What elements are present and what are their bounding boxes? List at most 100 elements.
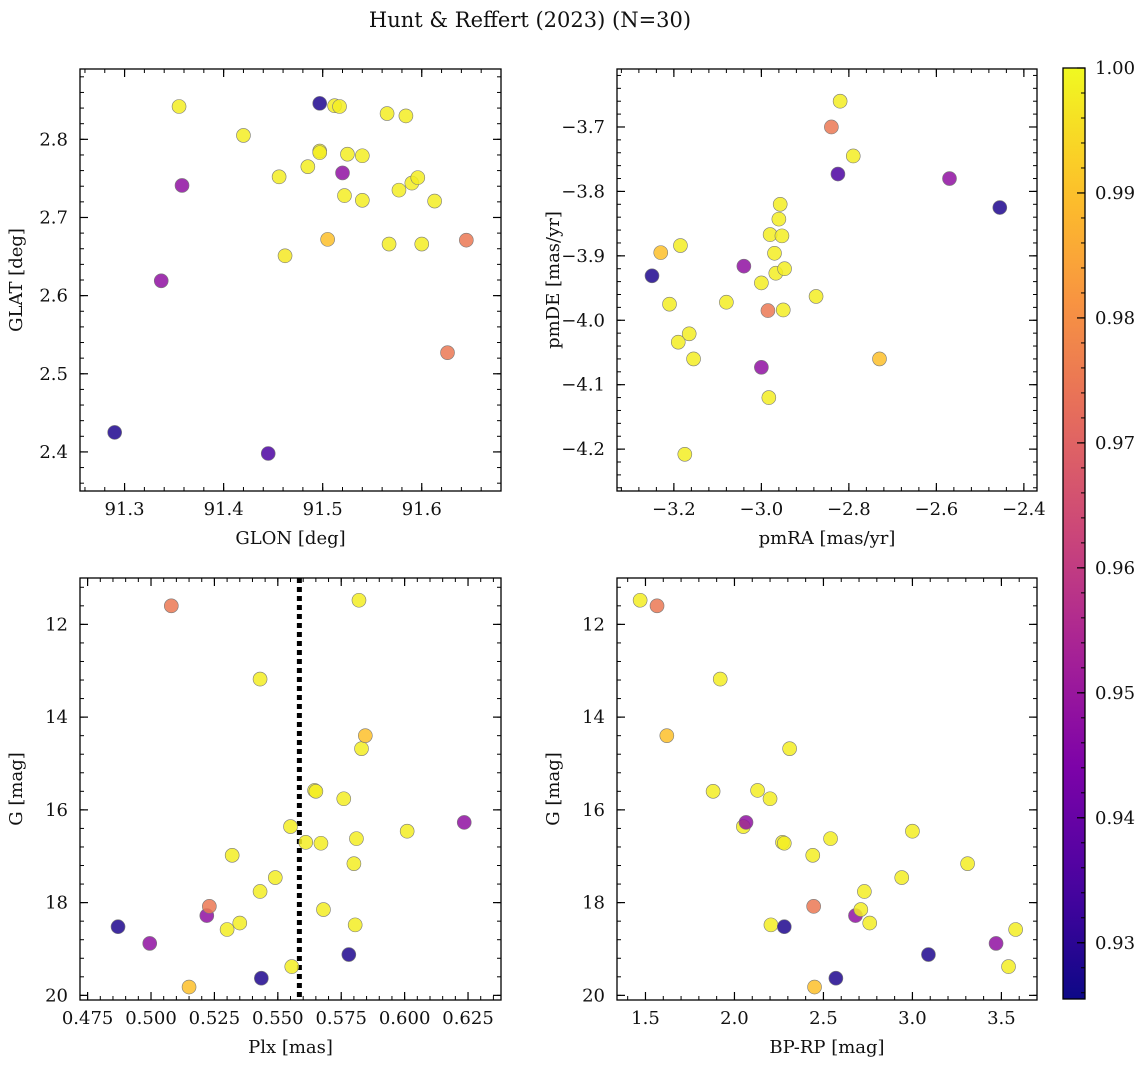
x-tick-label: −3.0 [740, 499, 784, 520]
scatter-point [332, 99, 347, 114]
scatter-point [659, 728, 675, 743]
x-axis-label: BP-RP [mag] [769, 1037, 884, 1058]
x-tick-label: 0.575 [315, 1008, 367, 1029]
scatter-point [252, 884, 268, 899]
scatter-point [414, 236, 430, 252]
scatter-point [738, 815, 754, 830]
scatter-point [337, 188, 352, 203]
scatter-point [335, 165, 350, 181]
x-tick-label: 3.0 [898, 1008, 927, 1029]
scatter-point [776, 919, 792, 935]
y-tick-label: −4.0 [561, 310, 605, 331]
x-tick-label: 0.550 [252, 1008, 304, 1029]
axes-frame [616, 68, 1038, 492]
scatter-point [254, 970, 269, 986]
scatter-point [762, 791, 778, 807]
scatter-point [771, 211, 787, 227]
scatter-point [336, 791, 352, 807]
y-tick-label: 16 [582, 800, 605, 821]
scatter-point [988, 936, 1004, 951]
scatter-point [808, 289, 824, 304]
scatter-point [391, 182, 407, 198]
scatter-point [872, 351, 887, 367]
scatter-point [110, 919, 126, 935]
x-tick-label: 0.600 [379, 1008, 431, 1029]
y-tick-label: 14 [582, 707, 605, 728]
x-axis-label: pmRA [mas/yr] [759, 528, 896, 549]
x-tick-label: 1.5 [631, 1008, 660, 1029]
scatter-point [823, 831, 838, 846]
panel-plx-g: 0.475 0.500 0.525 0.550 0.575 0.600 0.625 12 14 1… [6, 577, 502, 1058]
scatter-point [653, 245, 669, 260]
scatter-point [824, 119, 839, 135]
x-tick-label: 0.500 [125, 1008, 177, 1029]
y-tick-label: 18 [45, 893, 68, 914]
figure-title: Hunt & Reffert (2023) (N=30) [369, 8, 691, 32]
scatter-point [399, 823, 415, 839]
scatter-point [921, 947, 936, 962]
scatter-point [271, 169, 287, 185]
scatter-point [681, 326, 697, 342]
scatter-point [828, 970, 844, 986]
scatter-point [181, 979, 197, 995]
scatter-point [308, 784, 324, 799]
scatter-point [459, 232, 474, 248]
scatter-point [1001, 959, 1016, 974]
colorbar-tick-label: 0.98 [1095, 308, 1135, 329]
scatter-point [354, 741, 369, 756]
scatter-point [894, 870, 910, 885]
scatter-point [298, 835, 314, 850]
scatter-point [942, 171, 957, 186]
y-tick-label: 20 [45, 985, 68, 1006]
scatter-point [754, 275, 769, 291]
axes-frame [79, 68, 502, 492]
scatter-point [355, 148, 370, 164]
scatter-point [202, 899, 217, 914]
scatter-point [776, 835, 792, 851]
scatter-point [340, 146, 355, 162]
y-tick-label: 2.6 [39, 286, 68, 307]
y-axis-label: pmDE [mas/yr] [543, 211, 564, 349]
x-tick-label: 3.5 [987, 1008, 1016, 1029]
y-axis-label: G [mag] [6, 752, 27, 825]
scatter-point [456, 815, 472, 830]
scatter-point [777, 261, 792, 277]
scatter-point [705, 784, 721, 799]
scatter-point [905, 823, 920, 839]
scatter-point [260, 446, 276, 461]
x-axis-label: Plx [mas] [248, 1037, 333, 1058]
y-tick-label: 2.5 [39, 364, 68, 385]
scatter-point [358, 728, 373, 743]
scatter-point [379, 106, 395, 121]
scatter-point [346, 856, 362, 871]
colorbar-tick-label: 0.99 [1095, 183, 1135, 204]
scatter-point [761, 390, 777, 405]
x-tick-label: 0.475 [62, 1008, 114, 1029]
scatter-point [853, 902, 869, 917]
scatter-point [351, 592, 367, 608]
scatter-point [719, 294, 734, 310]
scatter-point [171, 99, 187, 114]
scatter-point [712, 671, 728, 687]
scatter-point [830, 166, 846, 182]
y-tick-label: −3.9 [561, 246, 605, 267]
y-tick-label: 12 [45, 614, 68, 635]
scatter-point [347, 917, 363, 933]
scatter-point [316, 902, 331, 917]
colorbar-tick-label: 0.93 [1095, 933, 1135, 954]
scatter-point [267, 870, 283, 885]
scatter-point [736, 258, 752, 274]
x-tick-label: −2.8 [827, 499, 871, 520]
y-tick-label: 16 [45, 800, 68, 821]
scatter-point [312, 145, 328, 160]
x-tick-label: 2.5 [809, 1008, 838, 1029]
scatter-point [349, 831, 364, 846]
scatter-point [807, 979, 822, 995]
scatter-point [381, 236, 397, 252]
scatter-point [832, 93, 848, 109]
panels: 91.3 91.4 91.5 91.6 2.4 2.5 2.6 2.7 2.8 GLON [deg… [6, 68, 1046, 1058]
y-tick-label: 2.4 [39, 442, 68, 463]
scatter-point [252, 671, 268, 687]
scatter-point [760, 303, 776, 318]
scatter-point [355, 192, 370, 208]
